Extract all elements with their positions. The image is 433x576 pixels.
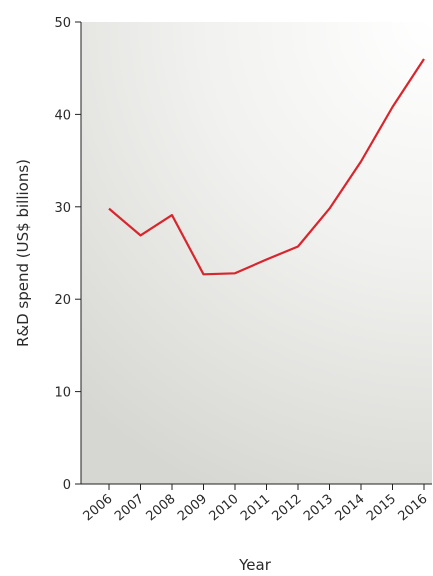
x-tick-label: 2016 — [396, 492, 431, 525]
y-tick-label: 40 — [54, 108, 71, 123]
y-tick-label: 10 — [54, 386, 71, 401]
x-tick-label: 2008 — [144, 492, 179, 525]
y-tick-label: 50 — [54, 16, 71, 31]
x-tick-label: 2011 — [238, 492, 273, 525]
series-line — [108, 58, 425, 276]
plot-area-background — [81, 22, 432, 484]
x-tick-label: 2007 — [112, 492, 147, 525]
x-tick-label: 2013 — [301, 492, 336, 525]
x-tick-label: 2014 — [333, 492, 368, 525]
y-tick-label: 0 — [63, 478, 71, 493]
x-tick-label: 2015 — [364, 492, 399, 525]
x-tick-label: 2009 — [175, 492, 210, 525]
x-tick-label: 2012 — [270, 492, 305, 525]
y-tick-label: 30 — [54, 201, 71, 216]
x-tick-label: 2010 — [207, 492, 242, 525]
x-axis-title: Year — [238, 556, 272, 574]
y-axis-title: R&D spend (US$ billions) — [14, 159, 32, 347]
x-tick-label: 2006 — [81, 492, 116, 525]
y-tick-label: 20 — [54, 293, 71, 308]
